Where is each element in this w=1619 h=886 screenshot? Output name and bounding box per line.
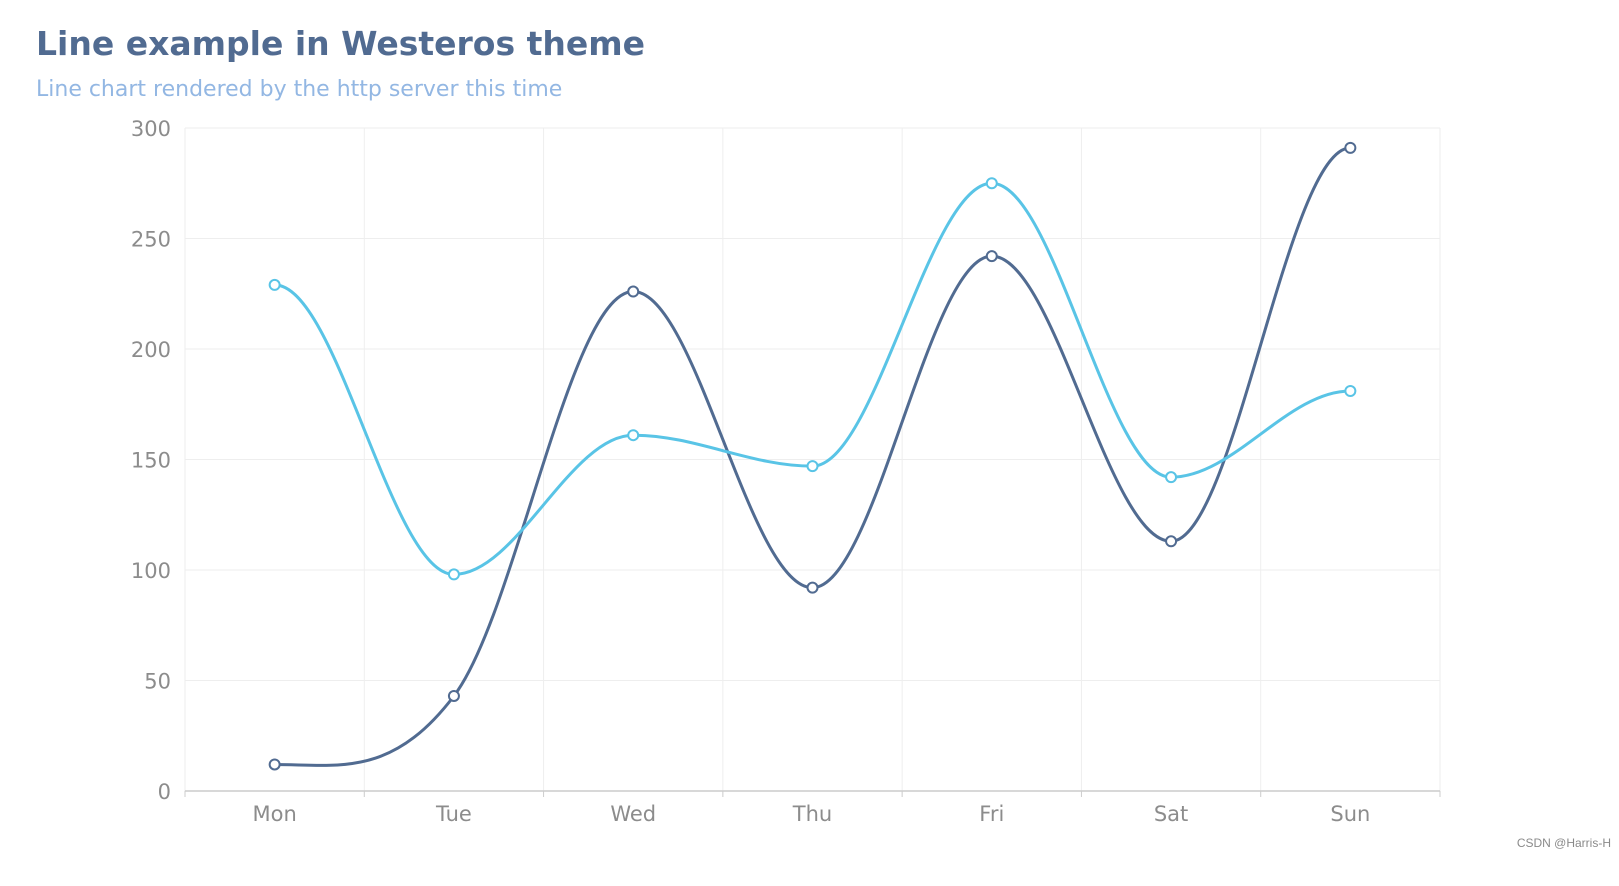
data-point-series-2[interactable] bbox=[806, 460, 819, 473]
x-tick-label: Wed bbox=[610, 802, 656, 826]
x-tick-label: Mon bbox=[253, 802, 297, 826]
tick-labels: 0 50 100 150 200 250 300 Mon Tue Wed Thu Fri Sat Sun bbox=[131, 117, 1370, 826]
axes bbox=[184, 790, 1441, 797]
chart-subtitle: Line chart rendered by the http server t… bbox=[36, 77, 563, 102]
data-point-series-1[interactable] bbox=[985, 250, 998, 263]
series-lines bbox=[274, 146, 1351, 767]
y-tick-label: 200 bbox=[131, 338, 171, 362]
data-point-series-1[interactable] bbox=[1165, 535, 1178, 548]
watermark-text: CSDN @Harris-H bbox=[1516, 836, 1611, 850]
data-point-series-2[interactable] bbox=[447, 568, 460, 581]
x-tick-label: Fri bbox=[979, 802, 1004, 826]
data-point-series-2[interactable] bbox=[1165, 471, 1178, 484]
y-tick-label: 300 bbox=[131, 117, 171, 141]
y-tick-label: 250 bbox=[131, 228, 171, 252]
x-tick-label: Sun bbox=[1330, 802, 1370, 826]
y-tick-label: 50 bbox=[144, 670, 171, 694]
x-tick-label: Sat bbox=[1154, 802, 1188, 826]
series-line-1 bbox=[274, 146, 1351, 767]
series-line-2 bbox=[274, 181, 1351, 576]
data-point-series-1[interactable] bbox=[806, 581, 819, 594]
data-point-series-2[interactable] bbox=[627, 429, 640, 442]
data-points bbox=[268, 141, 1357, 771]
data-point-series-1[interactable] bbox=[447, 689, 460, 702]
y-tick-label: 0 bbox=[158, 780, 171, 804]
y-tick-label: 100 bbox=[131, 559, 171, 583]
data-point-series-2[interactable] bbox=[1344, 384, 1357, 397]
chart-title: Line example in Westeros theme bbox=[36, 24, 646, 63]
data-point-series-2[interactable] bbox=[268, 278, 281, 291]
data-point-series-2[interactable] bbox=[985, 177, 998, 190]
y-tick-label: 150 bbox=[131, 449, 171, 473]
x-tick-label: Tue bbox=[435, 802, 472, 826]
data-point-series-1[interactable] bbox=[1344, 141, 1357, 154]
data-point-series-1[interactable] bbox=[268, 758, 281, 771]
x-tick-label: Thu bbox=[792, 802, 832, 826]
grid-lines bbox=[184, 127, 1441, 791]
data-point-series-1[interactable] bbox=[627, 285, 640, 298]
